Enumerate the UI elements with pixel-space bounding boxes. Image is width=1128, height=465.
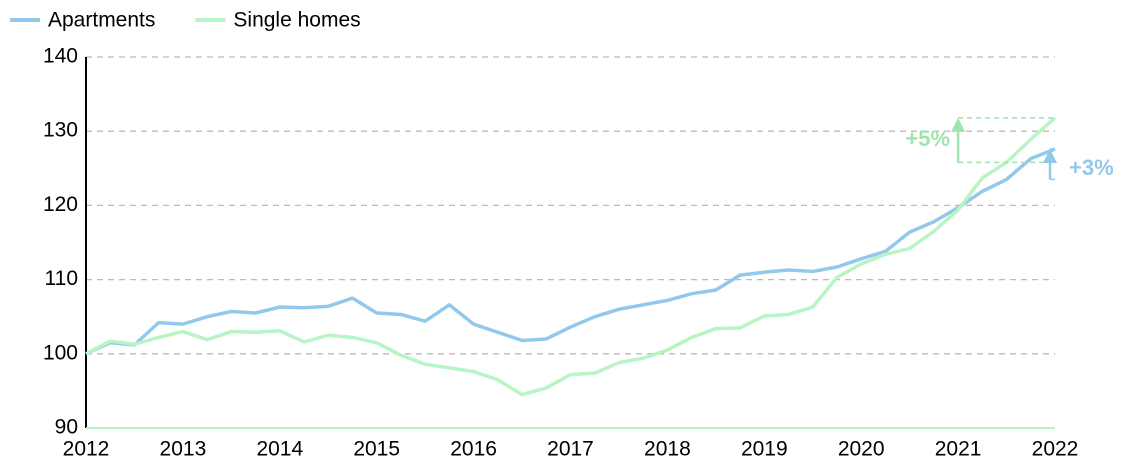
y-tick-label: 130 <box>43 119 78 142</box>
annotation: +3% <box>1069 155 1114 180</box>
x-tick-label: 2012 <box>63 438 110 461</box>
x-tick-label: 2021 <box>935 438 982 461</box>
x-tick-label: 2013 <box>160 438 207 461</box>
y-tick-label: 90 <box>55 416 78 439</box>
legend-label: Single homes <box>233 9 360 32</box>
series-line <box>85 116 1057 397</box>
x-tick-label: 2019 <box>741 438 788 461</box>
annotation: +5% <box>905 126 950 151</box>
x-tick-label: 2020 <box>838 438 885 461</box>
x-tick-label: 2014 <box>256 438 303 461</box>
legend-label: Apartments <box>48 9 155 32</box>
x-tick-label: 2016 <box>450 438 497 461</box>
annotation-arrowhead <box>1043 149 1057 164</box>
y-tick-label: 120 <box>43 193 78 216</box>
x-tick-label: 2015 <box>353 438 400 461</box>
y-tick-label: 110 <box>45 267 78 290</box>
x-tick-label: 2018 <box>644 438 691 461</box>
series-line <box>85 147 1056 356</box>
x-tick-label: 2022 <box>1032 438 1079 461</box>
y-tick-label: 140 <box>43 45 78 68</box>
annotation-arrowhead <box>951 117 966 132</box>
x-tick-label: 2017 <box>547 438 594 461</box>
y-tick-label: 100 <box>43 341 78 364</box>
